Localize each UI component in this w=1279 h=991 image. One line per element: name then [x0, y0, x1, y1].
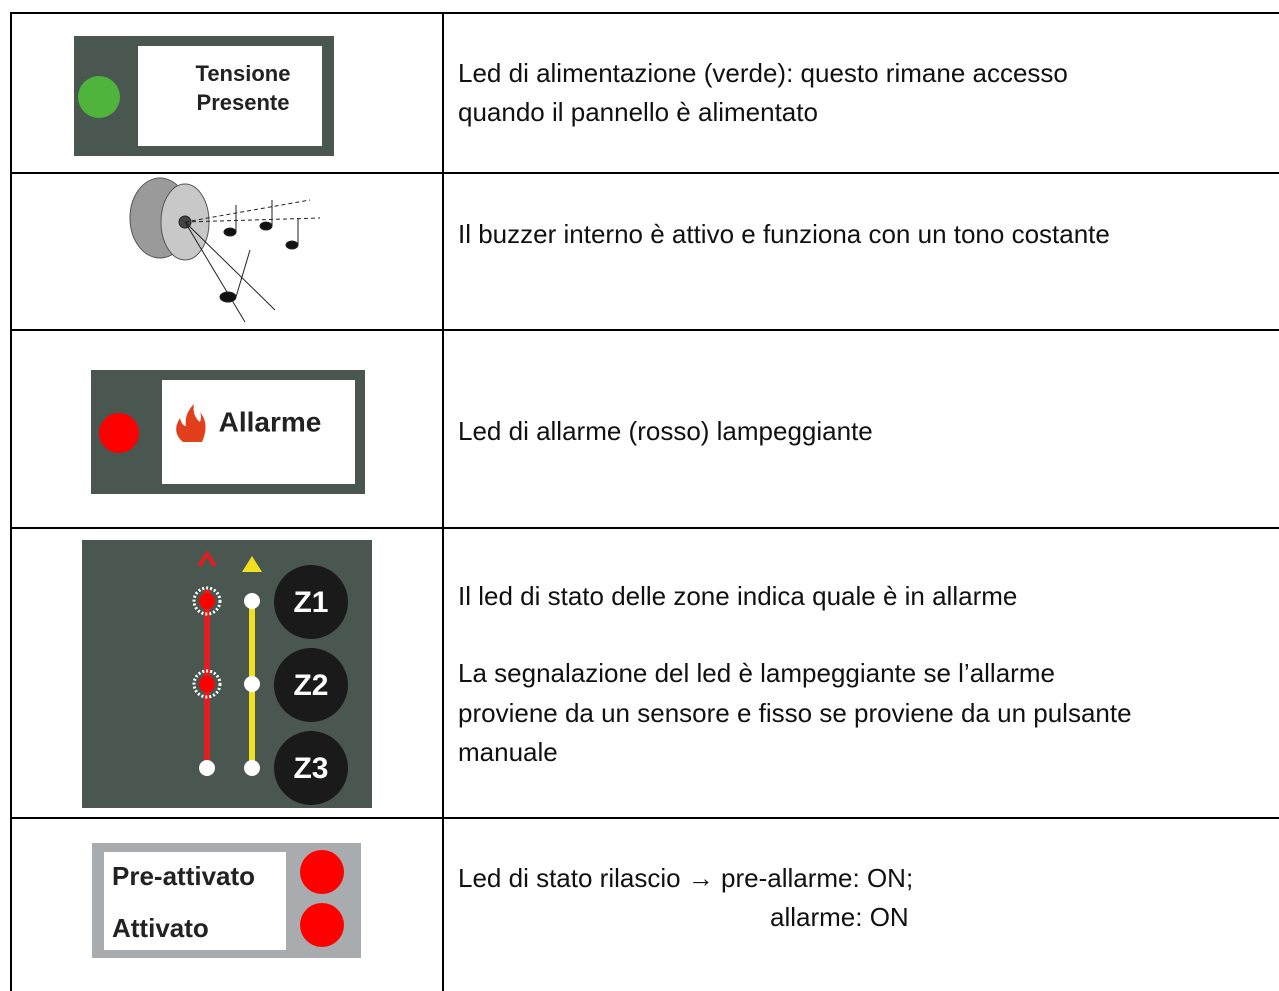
led-halo — [192, 669, 222, 699]
description: proviene da un sensore e fisso se provie… — [458, 698, 1132, 728]
release-led-panel: Pre-attivato Attivato — [92, 843, 361, 958]
panel-label: Pre-attivato — [112, 861, 255, 891]
description: La segnalazione del led è lampeggiante s… — [458, 658, 1055, 688]
zone-button — [274, 565, 348, 639]
description: quando il pannello è alimentato — [458, 97, 818, 127]
panel-label: Allarme — [219, 406, 322, 437]
zone-label: Z1 — [293, 586, 328, 619]
description: Led di allarme (rosso) lampeggiante — [458, 416, 873, 446]
label-box — [138, 46, 322, 146]
description: Il buzzer interno è attivo e funziona co… — [458, 219, 1110, 249]
sound-line — [184, 199, 311, 223]
sound-line — [184, 221, 246, 323]
white-led — [244, 593, 260, 609]
white-led — [244, 676, 260, 692]
table-border — [10, 12, 12, 991]
yellow-triangle — [242, 556, 262, 572]
description: manuale — [458, 737, 558, 767]
white-led — [199, 760, 215, 776]
icons: Tensione Presente Allarme — [74, 36, 372, 958]
red-led — [199, 593, 215, 609]
red-led — [300, 850, 344, 894]
green-led — [78, 76, 120, 118]
notes — [219, 200, 299, 303]
table-border — [10, 172, 1279, 174]
description: allarme: ON — [770, 902, 909, 932]
zone-label: Z3 — [293, 752, 328, 785]
zone-label: Z2 — [293, 669, 328, 702]
table-border — [10, 12, 1279, 14]
sound-line — [184, 221, 276, 311]
panel-label: Presente — [197, 90, 290, 115]
red-led — [99, 413, 139, 453]
panel-label: Tensione — [196, 61, 291, 86]
zone-led-panel: Z1 Z2 Z3 — [82, 540, 372, 808]
red-led — [199, 676, 215, 692]
table-border — [10, 817, 1279, 819]
label-box — [104, 852, 286, 950]
buzzer-illustration — [129, 177, 321, 323]
description: Led di stato rilascio → pre-allarme: ON; — [458, 863, 914, 893]
red-arrow — [197, 550, 217, 568]
table-border — [10, 527, 1279, 529]
panel-label: Attivato — [112, 913, 209, 943]
zone-button — [274, 731, 348, 805]
description: Il led di stato delle zone indica quale … — [458, 581, 1018, 611]
description: Led di alimentazione (verde): questo rim… — [458, 58, 1068, 88]
power-led-panel: Tensione Presente — [74, 36, 334, 156]
led-halo — [192, 586, 222, 616]
table-border — [442, 12, 444, 991]
table-border — [10, 329, 1279, 331]
alarm-led-panel: Allarme — [91, 370, 365, 494]
zone-button — [274, 648, 348, 722]
red-led — [300, 903, 344, 947]
white-led — [244, 760, 260, 776]
flame-icon — [176, 404, 206, 442]
